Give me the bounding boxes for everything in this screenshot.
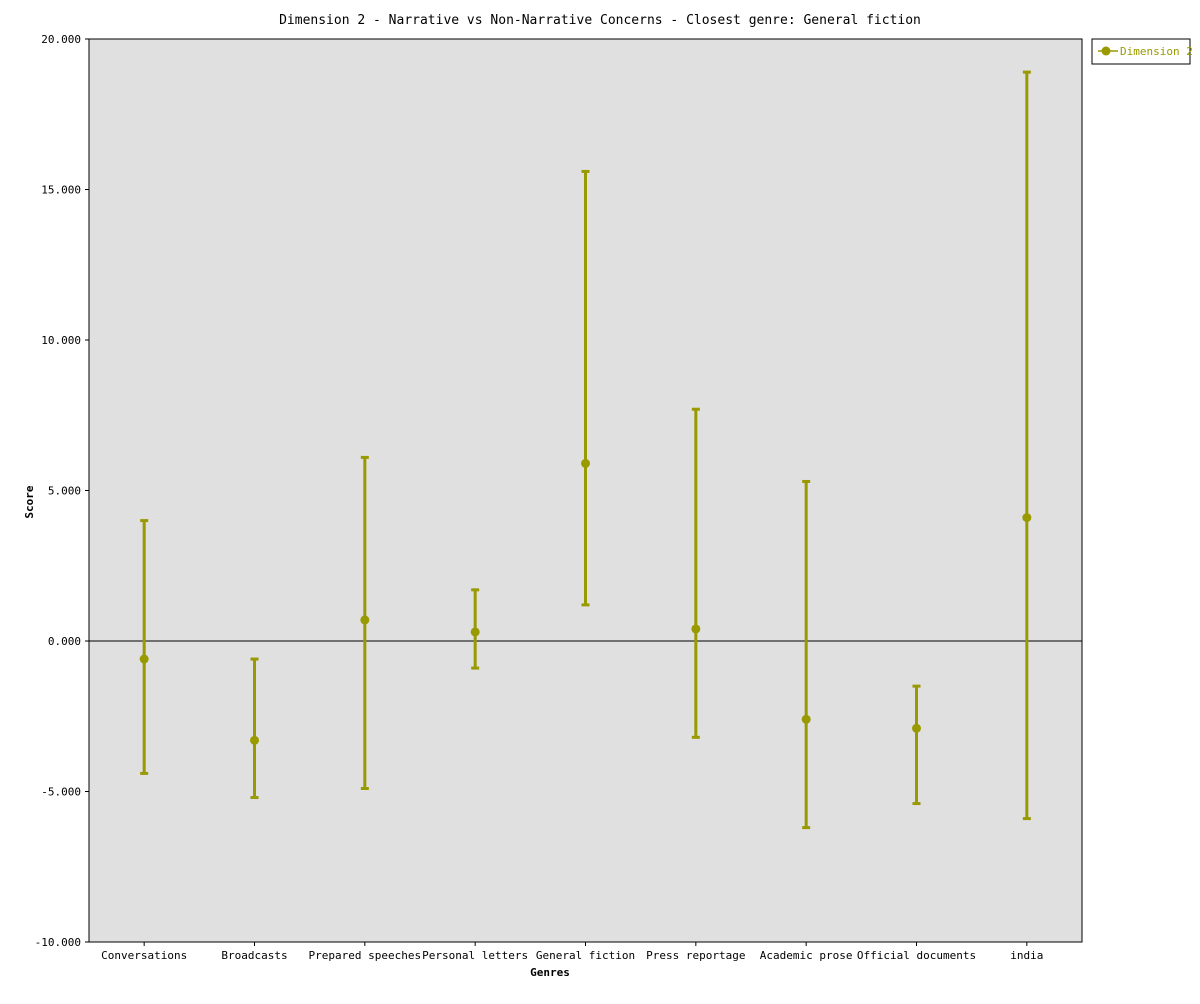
- legend-dot-marker: [1102, 47, 1111, 56]
- y-tick-label: 10.000: [41, 334, 81, 347]
- x-axis: Conversations Broadcasts Prepared speeches…: [101, 942, 1043, 962]
- data-point: [140, 655, 149, 664]
- data-point: [250, 736, 259, 745]
- data-point: [360, 615, 369, 624]
- chart-title: Dimension 2 - Narrative vs Non-Narrative…: [279, 13, 921, 28]
- y-tick-label: 0.000: [48, 635, 81, 648]
- x-tick-label: General fiction: [536, 949, 635, 962]
- x-tick-label: Academic prose: [760, 949, 853, 962]
- x-tick-label: Broadcasts: [221, 949, 287, 962]
- y-tick-label: 5.000: [48, 485, 81, 498]
- legend: Dimension 2: [1092, 39, 1193, 64]
- x-tick-label: Official documents: [857, 949, 976, 962]
- y-tick-label: 15.000: [41, 184, 81, 197]
- x-axis-label: Genres: [530, 966, 570, 979]
- data-point: [471, 627, 480, 636]
- legend-entry-dimension-2: Dimension 2: [1120, 45, 1193, 58]
- x-tick-label: Personal letters: [422, 949, 528, 962]
- data-point: [691, 624, 700, 633]
- data-point: [1022, 513, 1031, 522]
- x-tick-label: Conversations: [101, 949, 187, 962]
- data-point: [581, 459, 590, 468]
- y-tick-label: -5.000: [41, 786, 81, 799]
- y-axis-label: Score: [23, 485, 36, 518]
- data-point: [912, 724, 921, 733]
- x-tick-label: Prepared speeches: [309, 949, 422, 962]
- data-point: [802, 715, 811, 724]
- y-tick-label: -10.000: [35, 936, 81, 949]
- y-tick-label: 20.000: [41, 33, 81, 46]
- x-tick-label: Press reportage: [646, 949, 745, 962]
- x-tick-label: india: [1010, 949, 1043, 962]
